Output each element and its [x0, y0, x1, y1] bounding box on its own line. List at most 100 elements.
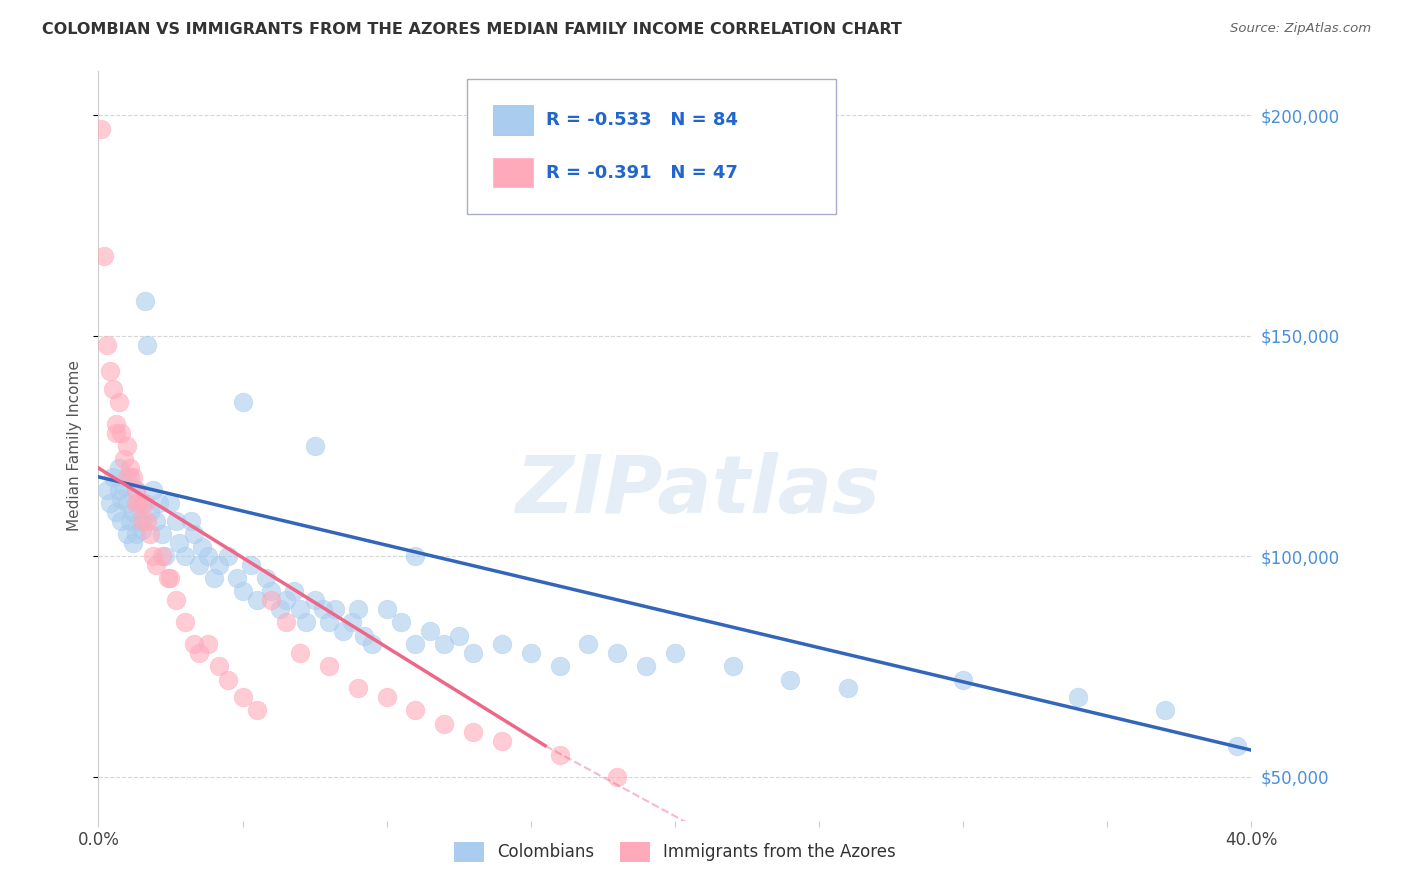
Point	[405, 549, 427, 564]
Point	[101, 382, 124, 396]
Point	[217, 549, 239, 564]
Point	[191, 541, 214, 555]
Point	[254, 571, 277, 585]
Point	[125, 483, 148, 497]
Point	[290, 602, 312, 616]
Point	[125, 483, 148, 497]
Point	[606, 770, 628, 784]
Point	[104, 505, 127, 519]
Point	[231, 690, 254, 705]
Point	[117, 470, 139, 484]
Point	[183, 527, 205, 541]
Point	[148, 496, 170, 510]
Point	[405, 703, 427, 717]
Point	[353, 628, 375, 642]
Point	[96, 483, 118, 497]
Point	[312, 602, 335, 616]
Point	[134, 496, 156, 510]
Point	[131, 523, 153, 537]
Point	[419, 624, 441, 639]
Point	[142, 549, 165, 564]
Point	[375, 602, 398, 616]
Point	[197, 637, 219, 651]
Point	[150, 549, 173, 564]
Point	[93, 250, 115, 264]
Point	[491, 637, 513, 651]
Point	[128, 496, 150, 510]
Point	[136, 514, 159, 528]
Text: Source: ZipAtlas.com: Source: ZipAtlas.com	[1230, 22, 1371, 36]
Point	[174, 615, 197, 630]
Point	[117, 496, 139, 510]
Point	[125, 527, 148, 541]
Point	[122, 505, 145, 519]
Point	[447, 628, 470, 642]
Point	[283, 584, 305, 599]
Point	[104, 417, 127, 431]
Text: R = -0.533   N = 84: R = -0.533 N = 84	[546, 112, 738, 129]
Point	[461, 646, 484, 660]
Point	[295, 615, 318, 630]
Point	[122, 536, 145, 550]
Point	[107, 483, 129, 497]
Point	[167, 536, 190, 550]
Point	[120, 514, 142, 528]
Point	[180, 514, 202, 528]
Point	[433, 637, 456, 651]
Point	[323, 602, 346, 616]
Point	[131, 514, 153, 528]
Point	[779, 673, 801, 687]
Point	[120, 461, 142, 475]
Y-axis label: Median Family Income: Median Family Income	[67, 360, 83, 532]
Point	[136, 337, 159, 351]
Point	[188, 646, 211, 660]
Point	[290, 646, 312, 660]
Point	[491, 734, 513, 748]
Point	[346, 681, 368, 696]
Point	[112, 452, 135, 467]
Bar	[492, 105, 533, 135]
Point	[260, 584, 283, 599]
Point	[548, 659, 571, 673]
Point	[361, 637, 384, 651]
Point	[125, 496, 148, 510]
Point	[664, 646, 686, 660]
Point	[122, 470, 145, 484]
Point	[98, 364, 121, 378]
Text: R = -0.391   N = 47: R = -0.391 N = 47	[546, 163, 738, 181]
Point	[150, 527, 173, 541]
Point	[606, 646, 628, 660]
Point	[837, 681, 859, 696]
Point	[389, 615, 412, 630]
Point	[461, 725, 484, 739]
Point	[1226, 739, 1249, 753]
Point	[636, 659, 658, 673]
FancyBboxPatch shape	[467, 78, 837, 214]
Point	[110, 491, 132, 506]
Point	[142, 483, 165, 497]
Point	[1067, 690, 1090, 705]
Point	[246, 703, 269, 717]
Point	[139, 527, 162, 541]
Point	[578, 637, 600, 651]
Point	[117, 527, 139, 541]
Point	[1154, 703, 1177, 717]
Point	[101, 470, 124, 484]
Point	[197, 549, 219, 564]
Point	[304, 593, 326, 607]
Point	[340, 615, 363, 630]
Text: COLOMBIAN VS IMMIGRANTS FROM THE AZORES MEDIAN FAMILY INCOME CORRELATION CHART: COLOMBIAN VS IMMIGRANTS FROM THE AZORES …	[42, 22, 903, 37]
Point	[174, 549, 197, 564]
Point	[952, 673, 974, 687]
Point	[520, 646, 543, 660]
Point	[208, 659, 231, 673]
Point	[120, 470, 142, 484]
Point	[246, 593, 269, 607]
Point	[90, 121, 112, 136]
Point	[346, 602, 368, 616]
Point	[548, 747, 571, 762]
Point	[153, 549, 176, 564]
Point	[269, 602, 291, 616]
Point	[240, 558, 263, 572]
Point	[208, 558, 231, 572]
